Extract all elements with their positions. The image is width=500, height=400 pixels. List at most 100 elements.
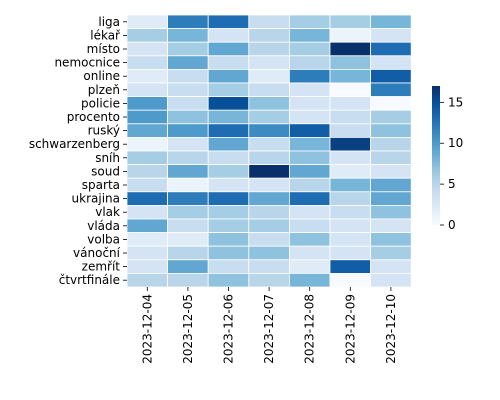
heatmap-cell: [370, 41, 412, 57]
heatmap-cell: [207, 55, 250, 70]
heatmap-cell: [370, 218, 412, 234]
y-tick-label: schwarzenberg: [29, 137, 120, 151]
heatmap-cell: [370, 28, 412, 43]
heatmap-cell: [207, 232, 250, 247]
heatmap-cell: [288, 150, 331, 166]
y-tick-label: volba: [87, 232, 120, 246]
heatmap-cell: [207, 164, 250, 179]
heatmap-cell: [248, 259, 290, 274]
heatmap-cell: [248, 136, 290, 152]
heatmap-cell: [329, 272, 371, 288]
y-tick-label: místo: [87, 42, 120, 56]
heatmap-cell: [329, 177, 371, 193]
colorbar: 0 5 10 15: [432, 86, 463, 232]
heatmap-cell: [167, 191, 209, 206]
heatmap-cell: [126, 150, 168, 166]
heatmap-cell: [288, 177, 331, 193]
heatmap-cell: [126, 232, 168, 247]
heatmap-cell: [207, 14, 250, 30]
heatmap-cell: [248, 218, 290, 234]
heatmap-cell: [288, 28, 331, 43]
x-tick-label: 2023-12-08: [303, 294, 317, 364]
heatmap-cell: [288, 245, 331, 261]
heatmap-cell: [288, 55, 331, 70]
heatmap-cell: [248, 164, 290, 179]
heatmap-cell: [207, 272, 250, 288]
heatmap-cell: [167, 177, 209, 193]
heatmap-cell: [370, 272, 412, 288]
heatmap-cell: [207, 218, 250, 234]
heatmap-cell: [248, 96, 290, 111]
heatmap-cell: [288, 191, 331, 206]
heatmap-cell: [329, 41, 371, 57]
y-tick-label: policie: [81, 96, 120, 110]
heatmap-cell: [167, 123, 209, 138]
heatmap-cell: [207, 28, 250, 43]
colorbar-tick-label: 10: [448, 136, 463, 150]
heatmap-cell: [126, 55, 168, 70]
heatmap-cell: [248, 177, 290, 193]
heatmap-cell: [288, 164, 331, 179]
heatmap-cell: [329, 191, 371, 206]
heatmap-cell: [207, 69, 250, 84]
heatmap-cell: [370, 232, 412, 247]
heatmap-cell: [207, 136, 250, 152]
heatmap-cell: [248, 41, 290, 57]
x-tick-label: 2023-12-05: [181, 294, 195, 364]
heatmap-cell: [167, 136, 209, 152]
heatmap-cell: [370, 123, 412, 138]
y-tick-label: plzeň: [88, 83, 120, 97]
x-tick-label: 2023-12-10: [384, 294, 398, 364]
heatmap-cell: [370, 150, 412, 166]
heatmap-cell: [167, 259, 209, 274]
heatmap-cell: [370, 245, 412, 261]
heatmap-cell: [248, 123, 290, 138]
heatmap-cell: [370, 55, 412, 70]
heatmap-cell: [167, 218, 209, 234]
heatmap-cell: [126, 218, 168, 234]
x-tick-label: 2023-12-09: [343, 294, 357, 364]
heatmap-cell: [370, 177, 412, 193]
heatmap-cell: [167, 82, 209, 98]
heatmap-cell: [167, 41, 209, 57]
heatmap-cell: [248, 204, 290, 220]
heatmap-cell: [370, 69, 412, 84]
heatmap-cell: [126, 136, 168, 152]
heatmap-cell: [207, 150, 250, 166]
heatmap-cell: [126, 109, 168, 125]
heatmap-cell: [167, 109, 209, 125]
heatmap-cell: [288, 232, 331, 247]
heatmap-cell: [207, 177, 250, 193]
colorbar-tick-label: 15: [448, 95, 463, 109]
heatmap-cell: [207, 96, 250, 111]
heatmap-cell: [248, 191, 290, 206]
heatmap-cell: [207, 109, 250, 125]
y-tick-label: soud: [91, 164, 120, 178]
y-tick-label: procento: [67, 110, 120, 124]
heatmap-cell: [167, 28, 209, 43]
heatmap-cell: [288, 41, 331, 57]
heatmap-cell: [248, 55, 290, 70]
heatmap-cell: [207, 245, 250, 261]
heatmap-cell: [329, 82, 371, 98]
heatmap-cell: [329, 14, 371, 30]
heatmap-cell: [126, 245, 168, 261]
heatmap-cell: [370, 204, 412, 220]
heatmap-cell: [248, 28, 290, 43]
heatmap-cell: [248, 14, 290, 30]
heatmap-cell: [288, 123, 331, 138]
heatmap-cell: [207, 41, 250, 57]
heatmap-cell: [248, 109, 290, 125]
heatmap-cell: [288, 96, 331, 111]
heatmap-cell: [329, 123, 371, 138]
heatmap-cell: [370, 164, 412, 179]
heatmap-cell: [329, 28, 371, 43]
heatmap-cell: [126, 96, 168, 111]
heatmap-cell: [329, 55, 371, 70]
heatmap-cell: [288, 204, 331, 220]
heatmap-cell: [248, 245, 290, 261]
heatmap-cell: [288, 82, 331, 98]
y-tick-label: online: [83, 69, 120, 83]
heatmap-cell: [126, 191, 168, 206]
